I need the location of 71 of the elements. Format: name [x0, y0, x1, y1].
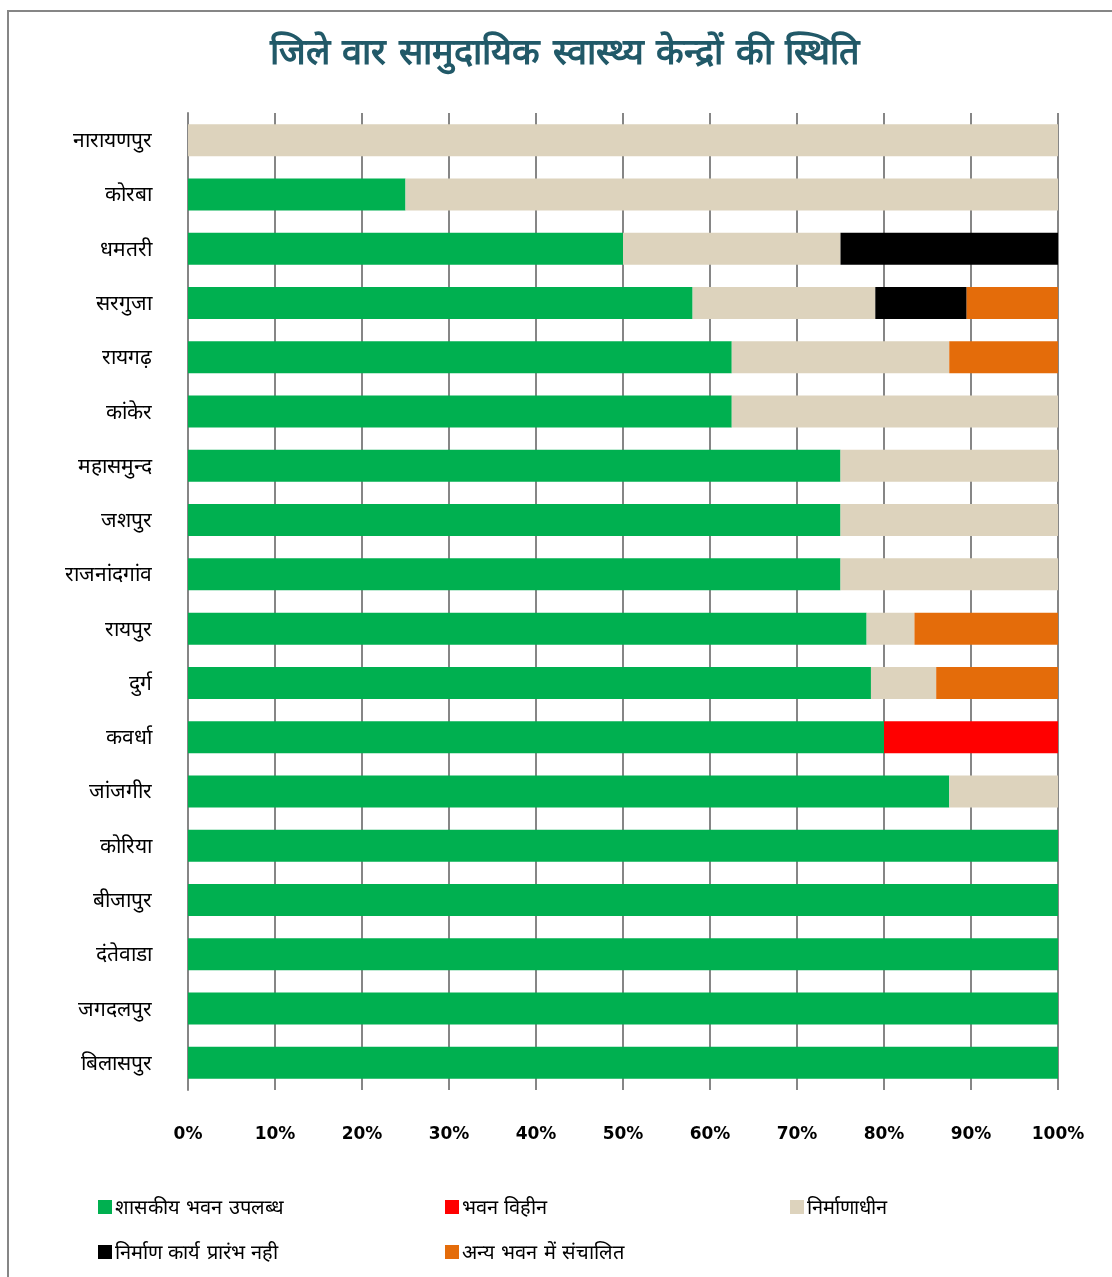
- bar: [936, 666, 1058, 699]
- bar: [840, 232, 1058, 265]
- y-tick-label: सरगुजा: [96, 290, 153, 316]
- y-tick-label: बिलासपुर: [81, 1050, 152, 1076]
- bar: [188, 612, 867, 645]
- bar: [188, 829, 1058, 862]
- x-tick-label: 100%: [1031, 1122, 1085, 1143]
- bar: [188, 666, 871, 699]
- bar: [188, 232, 623, 265]
- y-tick-label: बीजापुर: [93, 888, 152, 914]
- bar: [875, 286, 967, 319]
- bar: [966, 286, 1058, 319]
- bar: [884, 721, 1058, 754]
- y-tick-label: नारायणपुर: [73, 128, 152, 154]
- y-tick-label: रायगढ़: [102, 345, 153, 370]
- bar: [188, 1046, 1058, 1079]
- y-tick-label: कोरिया: [100, 833, 153, 858]
- y-tick-label: जशपुर: [101, 508, 152, 534]
- y-tick-label: महासमुन्द: [78, 453, 153, 479]
- bar: [188, 341, 732, 374]
- legend-label: अन्य भवन में संचालित: [462, 1240, 626, 1264]
- legend-label: शासकीय भवन उपलब्ध: [115, 1195, 284, 1219]
- legend-label: निर्माण कार्य प्रारंभ नही: [115, 1240, 280, 1264]
- x-tick-label: 20%: [341, 1122, 383, 1143]
- legend-label: निर्माणाधीन: [807, 1195, 888, 1219]
- bar: [840, 449, 1058, 482]
- bar: [840, 504, 1058, 537]
- legend-label: भवन विहीन: [462, 1195, 549, 1219]
- bar: [188, 992, 1058, 1025]
- bar: [188, 124, 1058, 157]
- bar: [914, 612, 1058, 645]
- x-tick-label: 60%: [689, 1122, 731, 1143]
- x-tick-label: 10%: [254, 1122, 296, 1143]
- bar: [188, 938, 1058, 971]
- y-tick-label: राजनांदगांव: [65, 562, 152, 587]
- bar: [949, 775, 1058, 808]
- x-tick-label: 40%: [515, 1122, 557, 1143]
- bar: [949, 341, 1058, 374]
- y-tick-label: दंतेवाडा: [96, 942, 153, 967]
- x-tick-label: 90%: [950, 1122, 992, 1143]
- chart-title: जिले वार सामुदायिक स्वास्थ्य केन्द्रों की स्थिति: [268, 30, 862, 75]
- bar: [866, 612, 915, 645]
- bar: [188, 884, 1058, 917]
- y-tick-label: कवर्धा: [106, 725, 153, 750]
- y-tick-label: जांजगीर: [89, 779, 152, 804]
- y-tick-label: दुर्ग: [129, 670, 153, 697]
- bar: [405, 178, 1058, 211]
- bar: [188, 558, 841, 591]
- y-tick-label: रायपुर: [105, 616, 152, 642]
- x-tick-label: 80%: [863, 1122, 905, 1143]
- bar: [731, 395, 1058, 428]
- bar: [188, 395, 732, 428]
- x-tick-label: 70%: [776, 1122, 818, 1143]
- bar: [623, 232, 841, 265]
- x-tick-label: 30%: [428, 1122, 470, 1143]
- bar: [731, 341, 950, 374]
- bar: [692, 286, 876, 319]
- y-tick-label: धमतरी: [100, 236, 153, 261]
- y-tick-label: कांकेर: [106, 399, 152, 424]
- bar: [188, 504, 841, 537]
- x-tick-label: 50%: [602, 1122, 644, 1143]
- bar: [188, 721, 884, 754]
- x-tick-label: 0%: [173, 1122, 203, 1143]
- bar: [188, 775, 950, 808]
- y-tick-label: कोरबा: [105, 182, 153, 207]
- bar: [870, 666, 937, 699]
- y-tick-label: जगदलपुर: [78, 996, 152, 1022]
- bar: [188, 449, 841, 482]
- bar: [188, 178, 406, 211]
- bar: [188, 286, 693, 319]
- bar: [840, 558, 1058, 591]
